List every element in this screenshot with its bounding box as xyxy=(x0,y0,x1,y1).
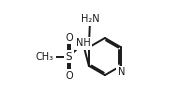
Text: N: N xyxy=(118,67,125,77)
Text: O: O xyxy=(65,33,73,43)
Text: H₂N: H₂N xyxy=(80,14,99,24)
Text: O: O xyxy=(65,71,73,81)
Text: CH₃: CH₃ xyxy=(35,52,54,62)
Text: S: S xyxy=(66,52,72,62)
Text: NH: NH xyxy=(76,38,91,48)
